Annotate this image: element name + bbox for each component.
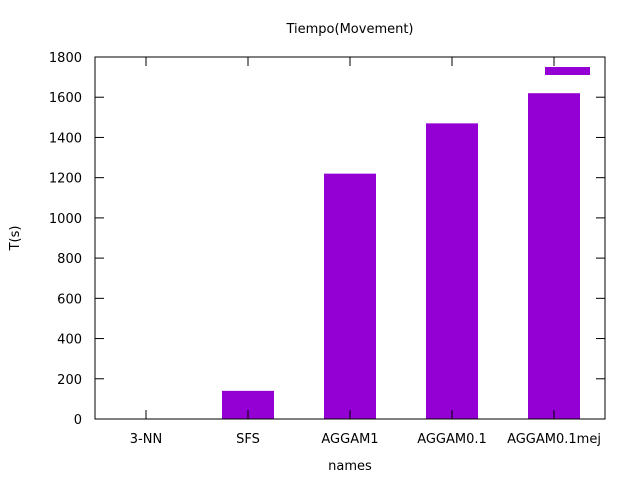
bar-aggam1 xyxy=(324,173,376,419)
chart-title: Tiempo(Movement) xyxy=(285,22,413,37)
y-tick-label: 400 xyxy=(57,333,82,348)
y-tick-label: 1400 xyxy=(49,131,82,146)
y-tick-label: 1800 xyxy=(49,51,82,66)
y-tick-label: 1200 xyxy=(49,172,82,187)
y-tick-label: 1000 xyxy=(49,212,82,227)
bars-layer xyxy=(222,93,580,419)
x-tick-label: 3-NN xyxy=(130,432,162,447)
y-tick-label: 800 xyxy=(57,252,82,267)
x-tick-label: AGGAM0.1 xyxy=(417,432,487,447)
x-tick-label: AGGAM1 xyxy=(321,432,378,447)
bar-aggam0-1mej xyxy=(528,93,580,419)
x-tick-label: AGGAM0.1mej xyxy=(507,432,601,447)
ticks-layer: 0 200 400 600 800 1000 1200 1400 1600 1800 3-NN SFS… xyxy=(49,51,605,447)
y-tick-label: 1600 xyxy=(49,91,82,106)
legend xyxy=(545,67,590,75)
x-axis-label: names xyxy=(328,459,372,474)
bar-aggam0-1 xyxy=(426,123,478,419)
legend-swatch xyxy=(545,67,590,75)
y-tick-label: 600 xyxy=(57,292,82,307)
x-tick-label: SFS xyxy=(236,432,260,447)
y-tick-label: 200 xyxy=(57,373,82,388)
y-tick-label: 0 xyxy=(74,413,82,428)
y-axis-label: T(s) xyxy=(8,226,23,252)
